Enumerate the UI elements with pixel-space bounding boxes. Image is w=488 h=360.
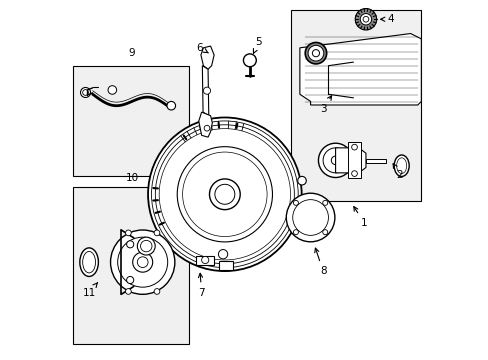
- Polygon shape: [202, 66, 208, 116]
- Text: 1: 1: [353, 207, 366, 228]
- Bar: [207, 123, 218, 129]
- Circle shape: [201, 256, 208, 264]
- Circle shape: [126, 241, 134, 248]
- Polygon shape: [347, 143, 360, 178]
- Text: 9: 9: [128, 48, 135, 58]
- Circle shape: [81, 87, 90, 98]
- Circle shape: [125, 230, 131, 236]
- Polygon shape: [198, 112, 212, 137]
- Circle shape: [296, 210, 304, 219]
- Circle shape: [125, 289, 131, 294]
- Circle shape: [293, 230, 298, 235]
- Circle shape: [322, 230, 327, 235]
- Circle shape: [318, 143, 352, 177]
- Circle shape: [108, 86, 116, 94]
- Text: 6: 6: [196, 43, 208, 53]
- Bar: [73, 187, 189, 344]
- Text: 2: 2: [392, 164, 403, 180]
- Circle shape: [154, 289, 160, 294]
- Bar: [73, 66, 189, 176]
- Circle shape: [297, 176, 305, 185]
- Ellipse shape: [82, 251, 95, 273]
- Text: 7: 7: [198, 273, 204, 297]
- Bar: [290, 10, 421, 202]
- Circle shape: [243, 54, 256, 67]
- Circle shape: [203, 87, 210, 94]
- Polygon shape: [201, 46, 214, 69]
- Polygon shape: [218, 261, 233, 270]
- Circle shape: [137, 237, 155, 255]
- Polygon shape: [196, 256, 214, 265]
- Circle shape: [148, 117, 301, 271]
- Circle shape: [285, 193, 334, 242]
- Text: 10: 10: [125, 173, 138, 183]
- Circle shape: [110, 230, 175, 294]
- Circle shape: [166, 102, 175, 110]
- Bar: [198, 125, 208, 131]
- Polygon shape: [299, 33, 421, 105]
- Circle shape: [360, 14, 371, 25]
- Polygon shape: [365, 159, 385, 163]
- Circle shape: [126, 276, 134, 284]
- Circle shape: [354, 9, 376, 30]
- Circle shape: [351, 144, 357, 150]
- Circle shape: [351, 171, 357, 176]
- Text: 8: 8: [314, 248, 325, 276]
- Polygon shape: [335, 148, 365, 173]
- Circle shape: [154, 230, 160, 236]
- Circle shape: [132, 252, 152, 272]
- Ellipse shape: [396, 158, 406, 174]
- Circle shape: [307, 45, 323, 61]
- Ellipse shape: [393, 155, 408, 176]
- Text: 11: 11: [82, 283, 98, 297]
- Text: 5: 5: [253, 37, 262, 53]
- Circle shape: [305, 42, 326, 64]
- Circle shape: [218, 249, 227, 259]
- Text: 3: 3: [319, 96, 331, 113]
- Circle shape: [322, 201, 327, 205]
- Text: 4: 4: [380, 14, 393, 24]
- Circle shape: [177, 147, 272, 242]
- Ellipse shape: [80, 248, 98, 276]
- Circle shape: [293, 201, 298, 205]
- Circle shape: [203, 125, 209, 131]
- Circle shape: [209, 179, 240, 210]
